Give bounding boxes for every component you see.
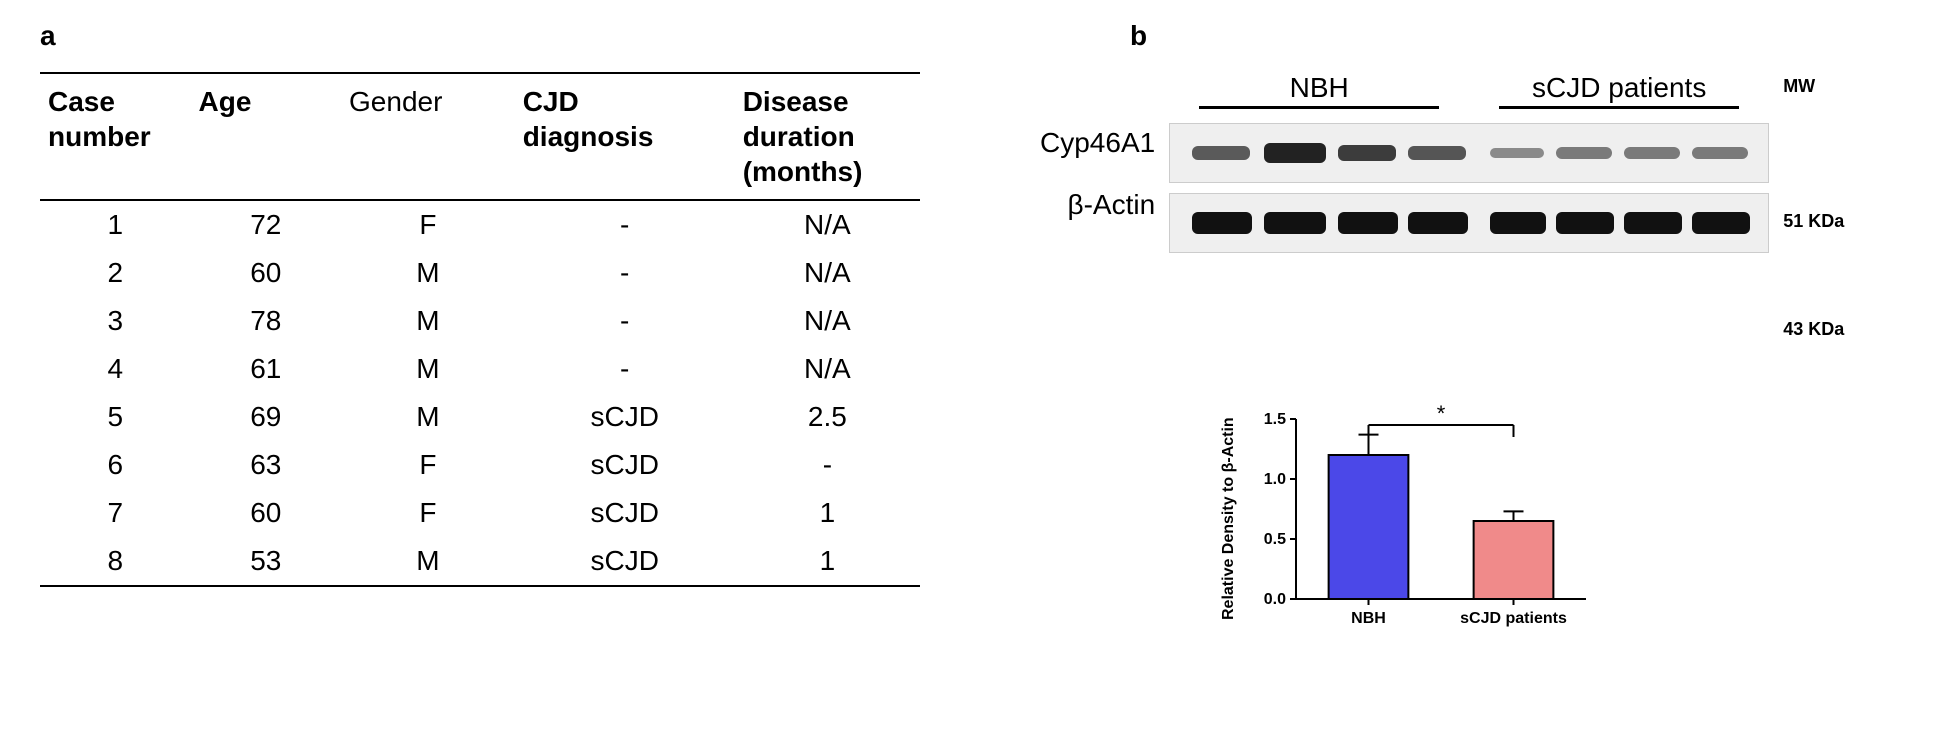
blot-band	[1408, 146, 1466, 160]
table-cell: 60	[191, 249, 342, 297]
table-cell: 1	[735, 537, 920, 586]
table-cell: 3	[40, 297, 191, 345]
table-cell: sCJD	[515, 489, 735, 537]
table-cell: 72	[191, 200, 342, 249]
bar	[1329, 455, 1409, 599]
table-cell: 61	[191, 345, 342, 393]
table-cell: M	[341, 345, 515, 393]
table-cell: sCJD	[515, 537, 735, 586]
blot-band	[1490, 148, 1544, 158]
column-header: Diseaseduration(months)	[735, 73, 920, 200]
y-tick-label: 0.0	[1264, 591, 1286, 608]
table-row: 172F-N/A	[40, 200, 920, 249]
table-cell: 60	[191, 489, 342, 537]
table-cell: 2.5	[735, 393, 920, 441]
panel-a: a CasenumberAgeGenderCJDdiagnosisDisease…	[40, 20, 920, 587]
table-cell: N/A	[735, 297, 920, 345]
table-cell: -	[515, 345, 735, 393]
western-blot: Cyp46A1 β-Actin NBHsCJD patients MW 51 KDa…	[1040, 72, 1920, 359]
table-row: 569MsCJD2.5	[40, 393, 920, 441]
blot-band	[1264, 143, 1326, 163]
table-row: 663FsCJD-	[40, 441, 920, 489]
blot-strip	[1169, 193, 1769, 253]
panel-b: b Cyp46A1β-Actin NBHsCJD patients MW51 K…	[1040, 20, 1920, 649]
table-cell: 4	[40, 345, 191, 393]
blot-band	[1408, 212, 1468, 234]
blot-band	[1692, 147, 1748, 159]
table-cell: M	[341, 537, 515, 586]
table-cell: sCJD	[515, 393, 735, 441]
table-cell: 7	[40, 489, 191, 537]
blot-group-label: sCJD patients	[1469, 72, 1769, 109]
cases-table: CasenumberAgeGenderCJDdiagnosisDiseasedu…	[40, 72, 920, 587]
table-cell: 63	[191, 441, 342, 489]
table-cell: 78	[191, 297, 342, 345]
table-cell: M	[341, 249, 515, 297]
panel-a-label: a	[40, 20, 920, 52]
table-cell: 1	[735, 489, 920, 537]
table-row: 378M-N/A	[40, 297, 920, 345]
bar	[1474, 521, 1554, 599]
bar-chart: Relative Density to β-Actin 0.0 0.5 1.0 1.5…	[1220, 389, 1920, 649]
mw-label: 51 KDa	[1783, 191, 1844, 251]
blot-band	[1556, 147, 1612, 159]
blot-band	[1192, 212, 1252, 234]
table-cell: F	[341, 489, 515, 537]
blot-row-label: β-Actin	[1040, 189, 1155, 221]
table-row: 760FsCJD1	[40, 489, 920, 537]
table-row: 260M-N/A	[40, 249, 920, 297]
blot-group-label: NBH	[1169, 72, 1469, 109]
table-cell: M	[341, 393, 515, 441]
table-cell: 69	[191, 393, 342, 441]
column-header: Age	[191, 73, 342, 200]
column-header: CJDdiagnosis	[515, 73, 735, 200]
blot-band	[1556, 212, 1614, 234]
column-header: Gender	[341, 73, 515, 200]
table-cell: N/A	[735, 200, 920, 249]
blot-band	[1624, 147, 1680, 159]
x-category-label: sCJD patients	[1460, 610, 1567, 627]
table-cell: 2	[40, 249, 191, 297]
table-cell: N/A	[735, 345, 920, 393]
blot-band	[1192, 146, 1250, 160]
y-tick-label: 0.5	[1264, 531, 1286, 548]
blot-band	[1624, 212, 1682, 234]
table-row: 461M-N/A	[40, 345, 920, 393]
blot-band	[1264, 212, 1326, 234]
mw-header: MW	[1783, 76, 1844, 97]
table-cell: -	[515, 200, 735, 249]
table-cell: -	[515, 249, 735, 297]
blot-band	[1692, 212, 1750, 234]
table-cell: 5	[40, 393, 191, 441]
blot-row-label: Cyp46A1	[1040, 127, 1155, 159]
y-tick-label: 1.0	[1264, 471, 1286, 488]
blot-band	[1490, 212, 1546, 234]
y-tick-label: 1.5	[1264, 411, 1286, 428]
table-cell: F	[341, 200, 515, 249]
table-cell: F	[341, 441, 515, 489]
table-cell: 1	[40, 200, 191, 249]
mw-label: 43 KDa	[1783, 299, 1844, 359]
table-cell: sCJD	[515, 441, 735, 489]
column-header: Casenumber	[40, 73, 191, 200]
table-cell: M	[341, 297, 515, 345]
table-cell: -	[515, 297, 735, 345]
blot-band	[1338, 212, 1398, 234]
panel-b-label: b	[1130, 20, 1920, 52]
table-cell: 8	[40, 537, 191, 586]
table-row: 853MsCJD1	[40, 537, 920, 586]
blot-strip	[1169, 123, 1769, 183]
y-axis-title: Relative Density to β-Actin	[1220, 389, 1238, 649]
table-cell: 6	[40, 441, 191, 489]
blot-band	[1338, 145, 1396, 161]
table-cell: -	[735, 441, 920, 489]
significance-marker: *	[1437, 401, 1446, 426]
table-cell: 53	[191, 537, 342, 586]
bar-chart-svg: 0.0 0.5 1.0 1.5 NBH sCJD patients *	[1246, 389, 1606, 649]
table-cell: N/A	[735, 249, 920, 297]
x-category-label: NBH	[1351, 610, 1386, 627]
